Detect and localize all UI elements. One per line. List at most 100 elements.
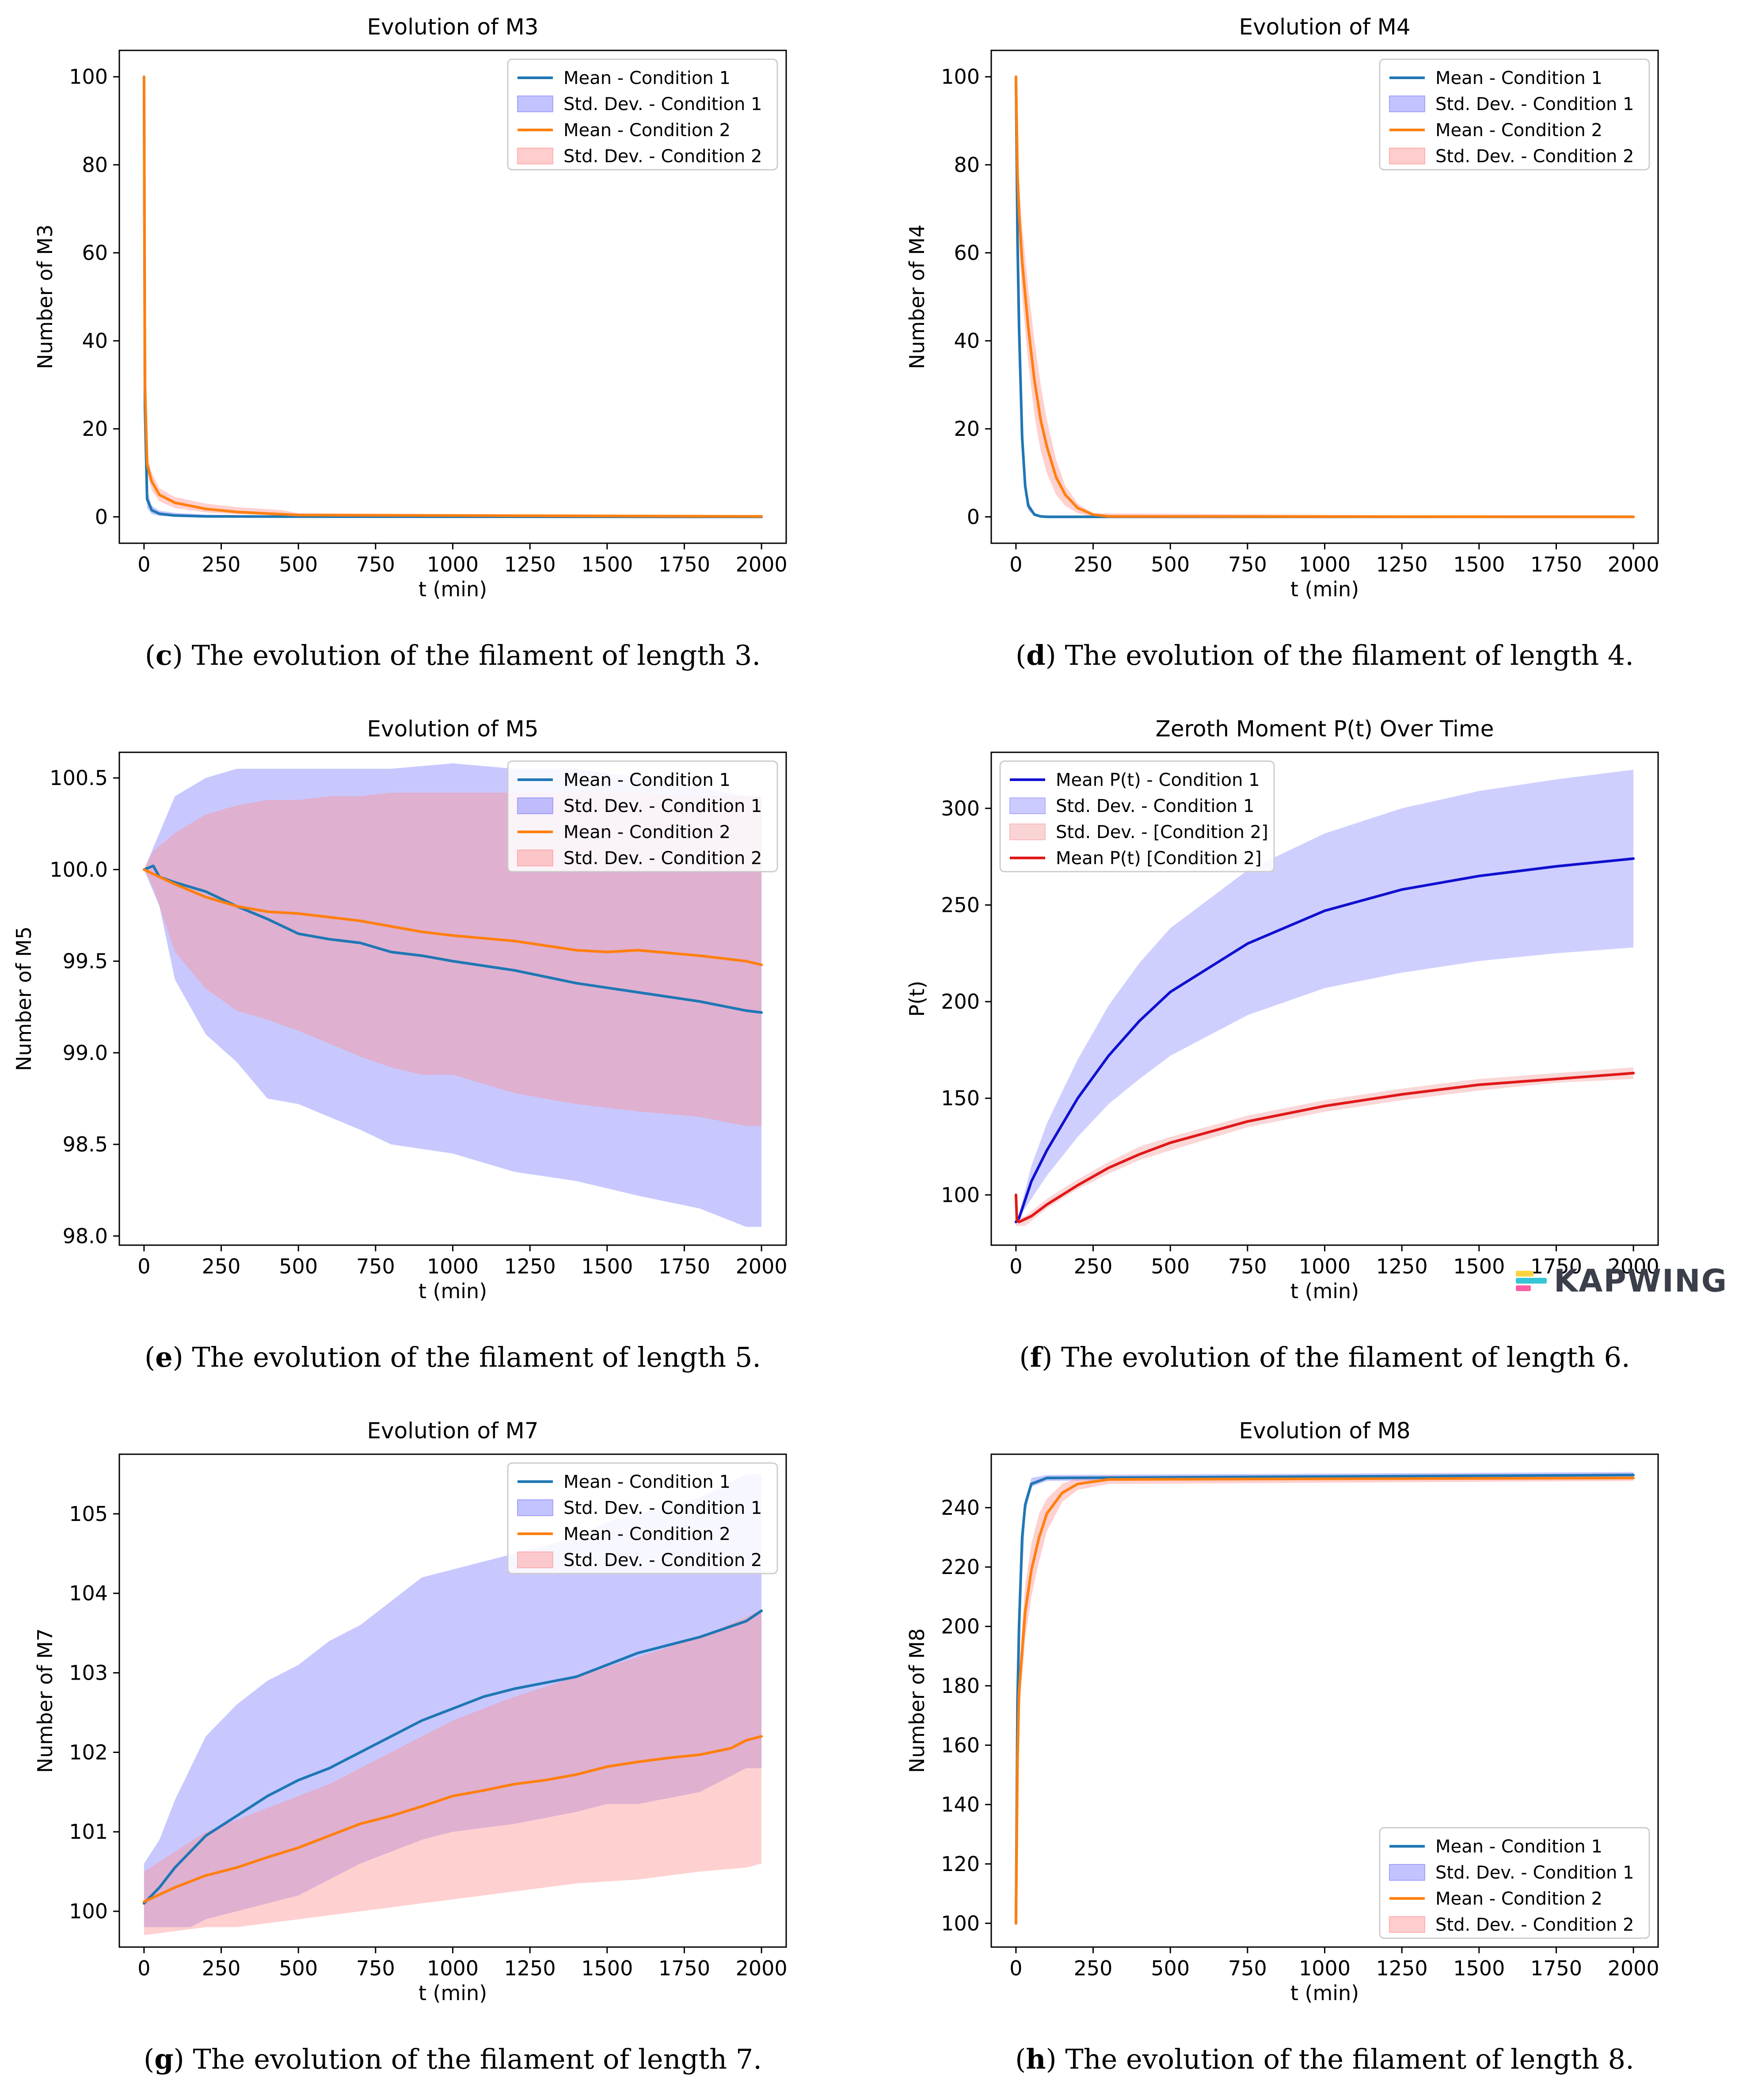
legend-swatch — [1389, 148, 1425, 164]
legend-box — [507, 1462, 778, 1574]
x-tick-label: 1750 — [1530, 1254, 1582, 1278]
y-tick-label: 40 — [82, 329, 108, 353]
y-tick-label: 99.5 — [63, 949, 108, 973]
legend-label: Mean - Condition 1 — [563, 770, 731, 790]
plot-area — [142, 75, 763, 518]
x-tick-label: 0 — [137, 553, 150, 576]
y-tick-label: 40 — [954, 329, 980, 353]
chart-title: Evolution of M8 — [1239, 1418, 1410, 1444]
y-tick-label: 100 — [941, 1911, 980, 1935]
y-tick-label: 60 — [954, 241, 980, 265]
x-tick-label: 1250 — [1376, 1956, 1428, 1980]
y-tick-label: 98.0 — [63, 1224, 108, 1248]
y-tick-label: 100 — [69, 65, 108, 89]
chart-title: Evolution of M5 — [367, 716, 538, 742]
caption-text: The evolution of the filament of length … — [1057, 2043, 1634, 2075]
caption: (e) The evolution of the filament of len… — [145, 1341, 761, 1373]
caption: (c) The evolution of the filament of len… — [145, 639, 761, 671]
y-tick-label: 300 — [941, 797, 980, 820]
legend-box — [507, 58, 778, 171]
series-band-2 — [144, 1609, 762, 1935]
legend-label: Std. Dev. - Condition 1 — [563, 94, 762, 114]
series-band-1 — [144, 1474, 762, 1927]
y-tick-label: 0 — [967, 505, 980, 529]
axes: 0 250 500 750 1000 1250 1500 1750 2000 100 101 102 1… — [69, 1502, 787, 1980]
y-tick-label: 240 — [941, 1496, 980, 1520]
legend-label: Mean P(t) - Condition 1 — [1056, 770, 1260, 790]
series-line-1 — [1014, 75, 1635, 518]
x-tick-label: 0 — [137, 1956, 150, 1980]
legend: Mean P(t) - Condition 1 Std. Dev. - Condi… — [999, 760, 1275, 873]
y-axis-label: Number of M8 — [905, 1628, 929, 1773]
chart-title: Evolution of M4 — [1239, 14, 1410, 40]
series-line-1 — [142, 1609, 763, 1905]
caption-letter: e — [155, 1341, 172, 1373]
y-tick-label: 150 — [941, 1086, 980, 1110]
kapwing-logo-icon — [1516, 1269, 1547, 1293]
axes: 0 250 500 750 1000 1250 1500 1750 2000 0 20 40 60 80 1… — [69, 65, 787, 576]
y-tick-label: 100 — [941, 1183, 980, 1207]
caption-text: The evolution of the filament of length … — [183, 1341, 761, 1373]
x-tick-label: 2000 — [1608, 1254, 1659, 1278]
series-band-2 — [144, 793, 762, 1126]
y-tick-label: 20 — [82, 417, 108, 441]
axes: 0 250 500 750 1000 1250 1500 1750 2000 98.0 98.5 99… — [49, 766, 787, 1278]
x-tick-label: 1250 — [504, 1956, 556, 1980]
series-line-2 — [142, 868, 763, 966]
y-tick-label: 102 — [69, 1740, 108, 1764]
legend-label: Mean P(t) [Condition 2] — [1056, 848, 1262, 869]
x-tick-label: 500 — [1151, 1254, 1190, 1278]
y-tick-label: 100.5 — [49, 766, 108, 790]
x-tick-label: 1000 — [427, 1254, 479, 1278]
x-tick-label: 1000 — [1299, 553, 1351, 576]
legend-box — [507, 760, 778, 873]
caption: (h) The evolution of the filament of len… — [1015, 2043, 1634, 2075]
x-tick-label: 1500 — [1453, 1956, 1505, 1980]
y-tick-label: 105 — [69, 1502, 108, 1526]
logo-bar-pink — [1516, 1285, 1531, 1291]
x-tick-label: 1250 — [1376, 1254, 1428, 1278]
y-tick-label: 98.5 — [63, 1132, 108, 1156]
legend-swatch — [517, 850, 553, 866]
series-band-2 — [1016, 1067, 1634, 1226]
axes: 0 250 500 750 1000 1250 1500 1750 2000 100 120 140 1… — [941, 1496, 1659, 1980]
x-tick-label: 750 — [1228, 553, 1267, 576]
logo-bar-teal — [1516, 1278, 1547, 1284]
watermark-text: KAPWING — [1554, 1263, 1728, 1299]
kapwing-watermark: KAPWING — [1516, 1263, 1728, 1299]
chart-panel-d: 0 250 500 750 1000 1250 1500 1750 2000 0 20 40 60 80 1… — [905, 14, 1659, 671]
x-tick-label: 1000 — [427, 553, 479, 576]
x-tick-label: 0 — [1009, 1956, 1022, 1980]
y-tick-label: 101 — [69, 1820, 108, 1844]
x-tick-label: 1500 — [581, 1956, 633, 1980]
series-line-2 — [1014, 75, 1635, 518]
x-tick-label: 1250 — [504, 553, 556, 576]
y-tick-label: 200 — [941, 1615, 980, 1639]
series-line-1 — [142, 865, 763, 1014]
legend-label: Std. Dev. - Condition 2 — [563, 848, 762, 869]
y-tick-label: 20 — [954, 417, 980, 441]
x-tick-label: 1500 — [1453, 553, 1505, 576]
legend-swatch — [1389, 1864, 1425, 1881]
x-tick-label: 2000 — [736, 553, 788, 576]
legend-label: Std. Dev. - Condition 1 — [1435, 94, 1634, 114]
legend-label: Mean - Condition 2 — [563, 1524, 731, 1544]
legend-label: Mean - Condition 1 — [563, 1472, 731, 1492]
legend-label: Mean - Condition 2 — [1435, 120, 1602, 141]
y-tick-label: 100.0 — [49, 858, 108, 881]
y-tick-label: 160 — [941, 1733, 980, 1757]
y-tick-label: 120 — [941, 1852, 980, 1876]
x-tick-label: 1500 — [581, 1254, 633, 1278]
x-tick-label: 2000 — [736, 1254, 788, 1278]
legend-swatch — [1009, 823, 1046, 840]
legend-swatch — [1389, 95, 1425, 112]
x-axis-label: t (min) — [419, 1981, 487, 2005]
y-tick-label: 180 — [941, 1674, 980, 1698]
plot-area — [142, 1474, 763, 1935]
legend-label: Mean - Condition 1 — [1435, 68, 1602, 88]
caption-letter: d — [1026, 639, 1045, 671]
x-tick-label: 250 — [202, 553, 241, 576]
x-axis-label: t (min) — [1290, 1981, 1359, 2005]
y-axis-label: Number of M3 — [33, 225, 57, 369]
x-tick-label: 750 — [356, 1956, 395, 1980]
